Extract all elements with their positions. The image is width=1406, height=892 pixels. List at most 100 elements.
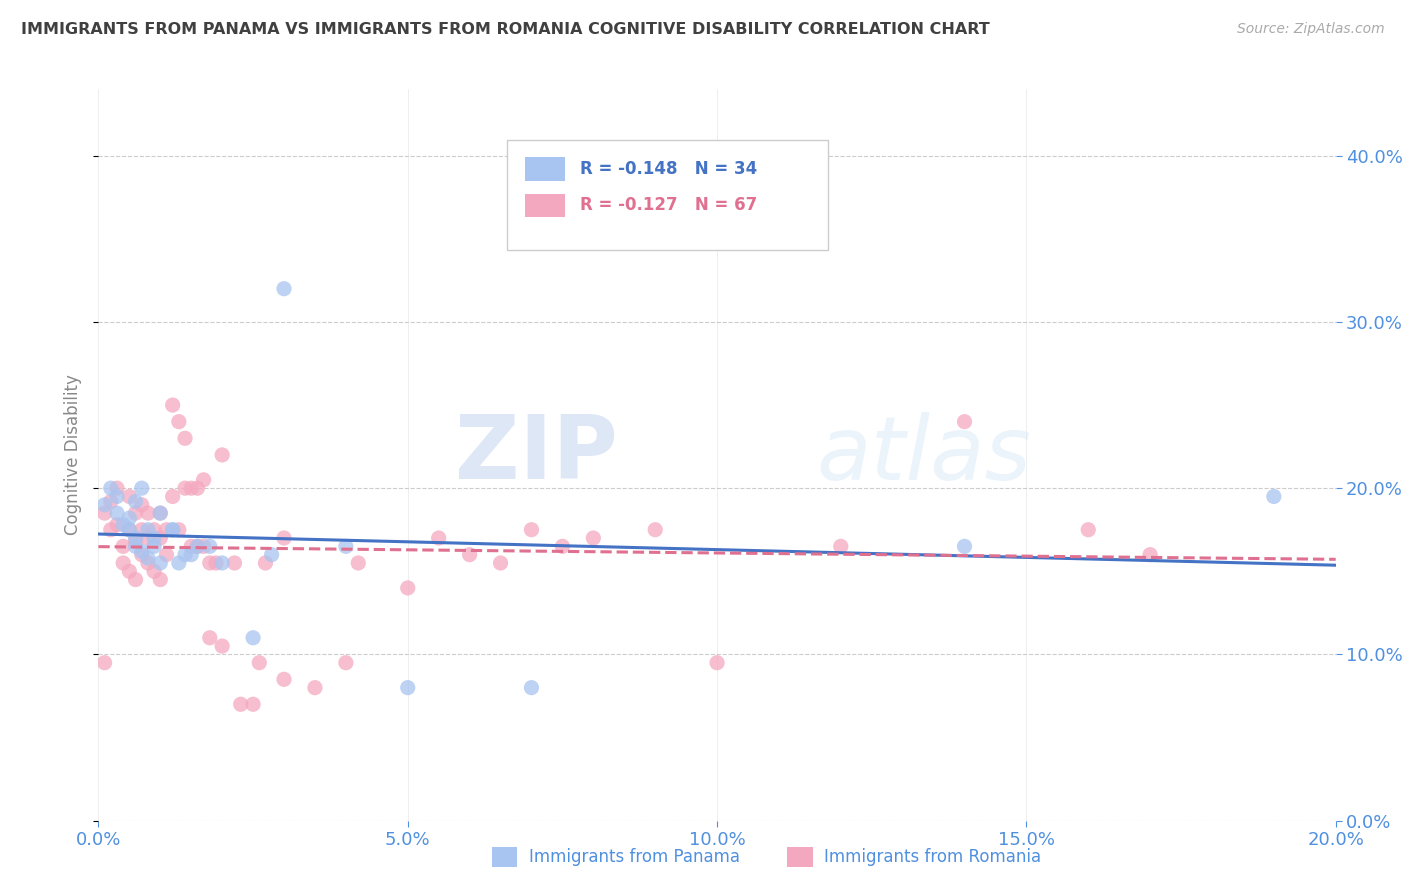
Point <box>198 631 221 645</box>
Point <box>162 523 184 537</box>
Text: IMMIGRANTS FROM PANAMA VS IMMIGRANTS FROM ROMANIA COGNITIVE DISABILITY CORRELATI: IMMIGRANTS FROM PANAMA VS IMMIGRANTS FRO… <box>21 22 990 37</box>
Point <box>149 531 172 545</box>
Point <box>1139 548 1161 562</box>
Point <box>198 556 221 570</box>
Point <box>489 556 512 570</box>
Point <box>155 548 177 562</box>
Point <box>131 544 153 558</box>
Point <box>335 656 357 670</box>
Point <box>229 698 252 712</box>
Point <box>247 656 270 670</box>
Point <box>396 681 419 695</box>
Point <box>124 506 146 520</box>
Point <box>211 639 233 653</box>
Point <box>136 506 159 520</box>
Point <box>118 523 141 537</box>
Point <box>273 673 295 687</box>
Point <box>242 698 264 712</box>
Point <box>143 531 166 545</box>
Point <box>335 539 357 553</box>
Point <box>124 494 146 508</box>
Text: ZIP: ZIP <box>456 411 619 499</box>
Point <box>124 534 146 549</box>
Point <box>136 556 159 570</box>
Text: Immigrants from Panama: Immigrants from Panama <box>529 848 740 866</box>
Point <box>551 539 574 553</box>
Point <box>143 523 166 537</box>
Point <box>186 481 208 495</box>
Point <box>136 551 159 566</box>
Point <box>953 415 976 429</box>
Point <box>304 681 326 695</box>
Point <box>149 556 172 570</box>
Bar <box>526 157 565 180</box>
Point <box>105 481 128 495</box>
Point <box>706 656 728 670</box>
Point <box>124 531 146 545</box>
Point <box>520 523 543 537</box>
Point <box>180 539 202 553</box>
Point <box>162 398 184 412</box>
Text: Immigrants from Romania: Immigrants from Romania <box>824 848 1040 866</box>
Point <box>224 556 246 570</box>
Point <box>273 531 295 545</box>
Point <box>953 539 976 553</box>
Point <box>205 556 228 570</box>
Point <box>118 511 141 525</box>
Point <box>830 539 852 553</box>
Point <box>347 556 370 570</box>
Point <box>174 548 197 562</box>
Point <box>93 498 115 512</box>
Point <box>193 473 215 487</box>
Point <box>118 490 141 504</box>
Point <box>254 556 277 570</box>
Point <box>131 548 153 562</box>
Point <box>520 681 543 695</box>
Point <box>174 481 197 495</box>
Point <box>260 548 283 562</box>
Point <box>112 539 135 553</box>
Point <box>1077 523 1099 537</box>
Text: R = -0.127   N = 67: R = -0.127 N = 67 <box>581 196 758 214</box>
Point <box>155 523 177 537</box>
Point <box>167 415 190 429</box>
Point <box>100 481 122 495</box>
Point <box>105 517 128 532</box>
Point <box>162 523 184 537</box>
Point <box>149 573 172 587</box>
Point <box>105 490 128 504</box>
Point <box>162 490 184 504</box>
Point <box>211 556 233 570</box>
Point <box>124 539 146 553</box>
Point <box>149 506 172 520</box>
Point <box>149 506 172 520</box>
Point <box>131 523 153 537</box>
Point <box>143 564 166 578</box>
Point <box>174 431 197 445</box>
Point <box>644 523 666 537</box>
Point <box>105 506 128 520</box>
Point <box>582 531 605 545</box>
Point <box>396 581 419 595</box>
Point <box>186 539 208 553</box>
Point <box>1263 490 1285 504</box>
Y-axis label: Cognitive Disability: Cognitive Disability <box>65 375 83 535</box>
Point <box>180 548 202 562</box>
Point <box>93 506 115 520</box>
Point <box>198 539 221 553</box>
Point <box>136 531 159 545</box>
Point <box>458 548 481 562</box>
Text: atlas: atlas <box>815 412 1031 498</box>
Point <box>100 494 122 508</box>
Point <box>100 523 122 537</box>
Point <box>112 517 135 532</box>
Point <box>131 498 153 512</box>
Point <box>136 523 159 537</box>
Text: Source: ZipAtlas.com: Source: ZipAtlas.com <box>1237 22 1385 37</box>
Text: R = -0.148   N = 34: R = -0.148 N = 34 <box>581 160 758 178</box>
Point <box>143 539 166 553</box>
Point <box>242 631 264 645</box>
Point <box>211 448 233 462</box>
Point <box>118 523 141 537</box>
Point <box>112 556 135 570</box>
